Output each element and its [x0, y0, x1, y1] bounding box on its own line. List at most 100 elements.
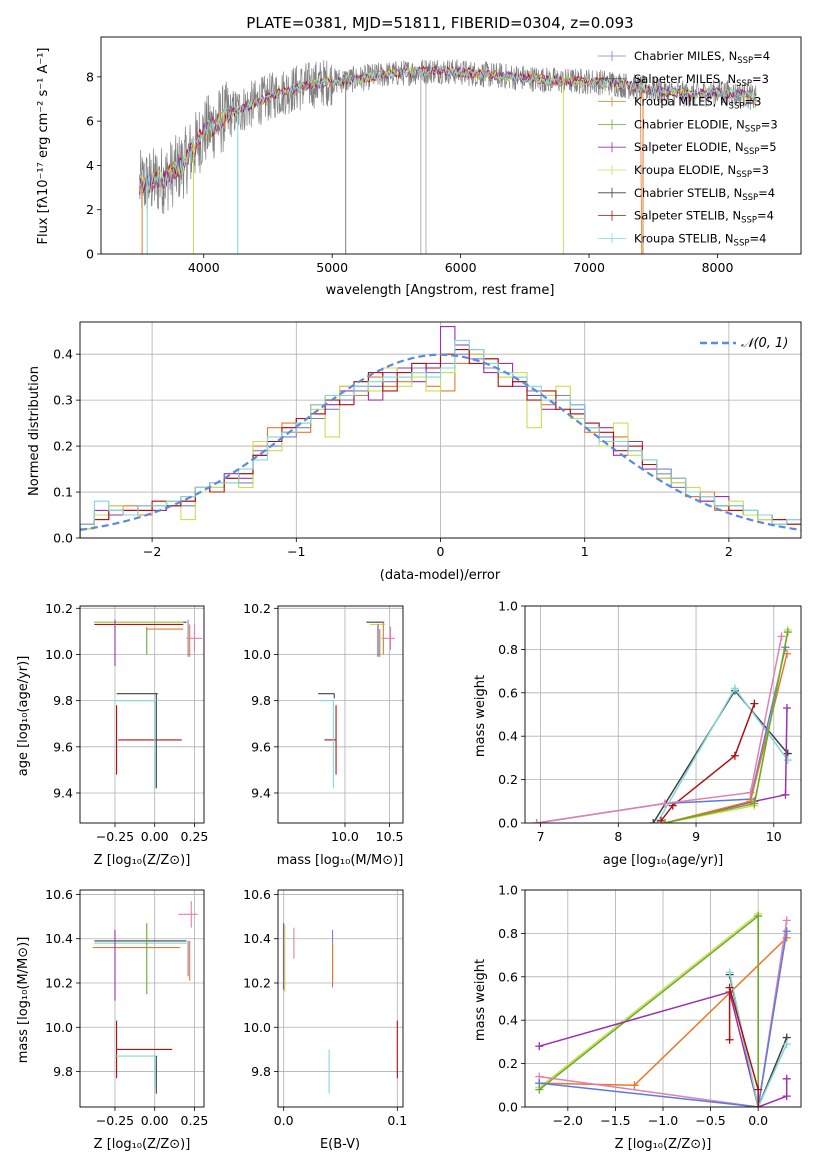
legend-label-text: Chabrier ELODIE, N [634, 117, 745, 131]
weight_z-xtick-label: −1.0 [648, 1113, 678, 1128]
mass_ebv-ytick-label: 10.0 [243, 1020, 271, 1035]
weight_age-ytick-label: 1.0 [498, 599, 518, 614]
mass-vs-metallicity-panel: −0.25 0.00 0.25 9.8 10.0 10.2 10.4 10.6 [45, 887, 208, 1128]
mass_z-grid [80, 890, 204, 1107]
weight_z-line-salpeter_stelib [728, 987, 759, 1107]
mass-z-ylabel: mass [log₁₀(M/M⊙)] [16, 937, 31, 1064]
spectrum-xlabel: wavelength [Angstrom, rest frame] [326, 283, 555, 298]
residuals-xtick-label: 1 [581, 544, 589, 559]
weight-vs-age-panel: 7 8 9 10 0.0 0.2 0.4 0.6 0.8 1.0 [498, 599, 802, 844]
weight_z-xtick-label: −1.5 [600, 1113, 630, 1128]
residuals-xtick-label: 0 [437, 544, 445, 559]
weight_z-plot-area [535, 909, 791, 1107]
residuals-ytick-label: 0.0 [53, 531, 73, 546]
weight_age-point-chabrier_elodie [660, 819, 669, 823]
weight_age-point-chabrier_elodie [750, 799, 759, 808]
mass_ebv-ytick-label: 10.6 [243, 887, 271, 902]
weight_z-line-extra_pink [539, 920, 788, 1107]
legend-label-sub: SSP [736, 170, 752, 180]
age_z-plot-area [94, 619, 203, 789]
weight-age-ylabel: mass weight [473, 675, 488, 757]
mass_z-ytick-label: 10.6 [45, 887, 73, 902]
mass_z-ytick-label: 9.8 [53, 1064, 73, 1079]
mass_z-ytick-label: 10.0 [45, 1020, 73, 1035]
figure-title: PLATE=0381, MJD=51811, FIBERID=0304, z=0… [246, 14, 633, 32]
age_z-frame [79, 605, 205, 824]
weight_age-point-salpeter_stelib [657, 816, 666, 823]
residuals-ylabel: Normed distribution [27, 366, 42, 496]
weight_age-point-kroupa_miles [783, 649, 792, 658]
legend-label-text: Chabrier STELIB, N [634, 186, 742, 200]
weight-vs-metallicity-panel: −2.0 −1.5 −1.0 −0.5 0.0 0.0 0.2 0.4 0.6 0.8 1.0 [498, 883, 802, 1128]
age_z-xtick-label: −0.25 [96, 829, 134, 844]
weight_z-line-kroupa_stelib [728, 972, 788, 1107]
mass-z-xlabel: Z [log₁₀(Z/Z⊙)] [94, 1137, 191, 1152]
spectrum-ytick-label: 8 [86, 69, 94, 84]
weight_z-point-extra_blue [782, 927, 791, 936]
weight_age-line-salpeter_stelib [660, 703, 756, 822]
legend-label-tail: =3 [752, 72, 769, 86]
legend-label-chabrier_miles: Chabrier MILES, NSSP=4 [634, 49, 770, 66]
weight_age-frame [524, 605, 802, 824]
mass_ebv-xtick-label: 0.0 [274, 1113, 294, 1128]
legend-label-tail: =4 [749, 231, 766, 245]
spectrum-xtick-label: 7000 [573, 260, 605, 275]
mass_ebv-plot-area [283, 923, 398, 1094]
legend-label-sub: SSP [742, 193, 758, 203]
weight_z-point-salpeter_stelib [754, 1085, 763, 1094]
weight_age-line-extra_pink [536, 636, 783, 823]
spectrum-ytick-label: 4 [86, 158, 94, 173]
age_mass-xtick-label: 10.5 [376, 829, 404, 844]
legend-label-tail: =4 [758, 186, 775, 200]
weight_z-ytick-label: 0.2 [498, 1056, 518, 1071]
age-mass-xlabel: mass [log₁₀(M/M⊙)] [277, 853, 404, 868]
weight_age-ytick-label: 0.8 [498, 642, 518, 657]
weight_z-point-salpeter_stelib [725, 983, 734, 992]
legend-label-text: Salpeter STELIB, N [634, 209, 741, 223]
spectrum-ylabel: Flux [fλ10⁻¹⁷ erg cm⁻² s⁻¹ A⁻¹] [36, 48, 51, 245]
legend-label-kroupa_miles: Kroupa MILES, NSSP=3 [634, 95, 761, 112]
mass-ebv-xlabel: E(B-V) [320, 1137, 360, 1152]
age_mass-plot-area [318, 621, 395, 789]
weight_age-point-extra_pink [777, 632, 786, 641]
weight_age-line-extra_blue [536, 647, 787, 823]
age_mass-ytick-label: 9.8 [251, 693, 271, 708]
spectrum-ytick-label: 6 [86, 114, 94, 129]
weight_z-ytick-label: 0.8 [498, 926, 518, 941]
age_mass-xtick-label: 10.0 [331, 829, 359, 844]
legend-label-text: Salpeter MILES, N [634, 72, 736, 86]
spectrum-plot-area [139, 59, 757, 254]
legend-label-salpeter_stelib: Salpeter STELIB, NSSP=4 [634, 209, 774, 226]
weight_age-point-kroupa_stelib [783, 756, 792, 765]
weight_z-point-salpeter_elodie [782, 1074, 791, 1083]
age_z-grid [80, 606, 204, 823]
spectrum-xtick-label: 5000 [316, 260, 348, 275]
weight_age-xtick-label: 7 [537, 829, 545, 844]
mass_z-xtick-label: −0.25 [96, 1113, 134, 1128]
mass_z-ytick-label: 10.4 [45, 931, 73, 946]
legend-label-tail: =3 [752, 163, 769, 177]
legend-label-kroupa_stelib: Kroupa STELIB, NSSP=4 [634, 231, 766, 248]
weight_age-xtick-label: 9 [692, 829, 700, 844]
gaussian-legend-label: 𝒩(0, 1) [741, 336, 788, 351]
histogram-kroupa_elodie [80, 349, 801, 538]
legend-label-salpeter_miles: Salpeter MILES, NSSP=3 [634, 72, 769, 89]
spectrum-frame [100, 36, 802, 255]
legend-label-tail: =4 [753, 49, 770, 63]
legend-label-salpeter_elodie: Salpeter ELODIE, NSSP=5 [634, 140, 777, 157]
legend-label-sub: SSP [741, 216, 757, 226]
mass_ebv-grid [278, 890, 403, 1107]
residuals-legend: 𝒩(0, 1) [700, 336, 788, 351]
legend-label-text: Kroupa MILES, N [634, 95, 729, 109]
mass_ebv-xtick-label: 0.1 [387, 1113, 407, 1128]
residuals-ytick-label: 0.4 [53, 347, 73, 362]
weight_age-point-salpeter_elodie [783, 703, 792, 712]
weight_z-point-kroupa_miles [630, 1081, 639, 1090]
mass_ebv-ytick-label: 10.4 [243, 931, 271, 946]
weight_age-ytick-label: 0.0 [498, 816, 518, 831]
weight_age-point-salpeter_elodie [781, 790, 790, 799]
weight_z-point-kroupa_stelib [725, 968, 734, 977]
weight_z-ytick-label: 0.4 [498, 1013, 518, 1028]
residuals-xtick-label: 2 [725, 544, 733, 559]
age_z-ytick-label: 10.0 [45, 647, 73, 662]
